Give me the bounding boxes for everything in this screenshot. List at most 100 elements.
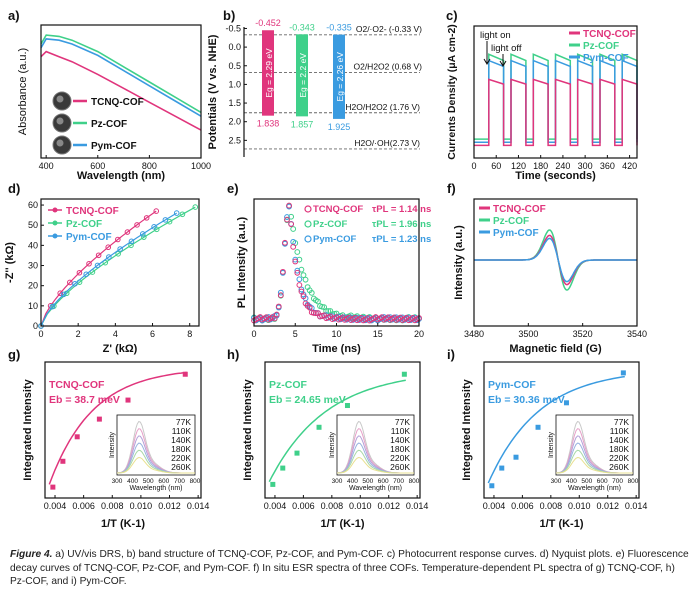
- panel-e-xlabel: Time (ns): [312, 343, 361, 355]
- nyquist-point: [105, 244, 112, 251]
- nyquist-point: [76, 269, 83, 276]
- panel-g-label: g): [8, 347, 20, 362]
- data-point-g-1: [60, 458, 66, 464]
- reference-label-2: H2O/H2O2 (1.76 V): [345, 102, 420, 112]
- panel-g-ylabel: Integrated Intensity: [22, 378, 34, 480]
- inset-temp-i-2: 140K: [609, 435, 629, 445]
- sample-photo-highlight-1: [56, 117, 64, 125]
- decay-point-pz-cof: [315, 298, 321, 305]
- sample-photo-highlight-2: [56, 139, 64, 147]
- inset-temp-g-4: 220K: [171, 453, 191, 463]
- fit-curve-h: [268, 379, 406, 483]
- decay-point-pz-cof: [302, 276, 309, 283]
- panel-a-xtick-600: 600: [90, 161, 105, 171]
- inset-xtick-h-800: 800: [409, 478, 420, 485]
- panel-f-frame: [473, 198, 638, 327]
- caption-label: Figure 4.: [10, 549, 53, 560]
- panel-f-legend-2: Pym-COF: [493, 228, 539, 239]
- nyquist-point: [153, 208, 160, 214]
- panel-h-xtick-0.014: 0.014: [406, 501, 429, 511]
- inset-temp-g-3: 180K: [171, 444, 191, 454]
- panel-g-xtick-0.004: 0.004: [44, 501, 67, 511]
- inset-xtick-g-800: 800: [190, 478, 201, 485]
- inset-xtick-g-300: 300: [112, 478, 123, 485]
- nyquist-point: [49, 303, 56, 310]
- data-point-h-5: [401, 371, 407, 377]
- inset-temp-h-4: 220K: [390, 453, 410, 463]
- data-point-i-3: [535, 424, 541, 430]
- panel-d-label: d): [8, 181, 20, 196]
- arrow-light-off-icon: [499, 54, 507, 67]
- panel-e-xtick-5: 5: [293, 329, 298, 339]
- decay-point-tcnq-cof: [306, 304, 313, 311]
- nyquist-line-tcnq-cof: [40, 210, 157, 327]
- inset-ylabel-g: Intensity: [109, 431, 116, 458]
- decay-point-tcnq-cof: [290, 243, 297, 250]
- panel-i-xtick-0.004: 0.004: [483, 501, 506, 511]
- panel-i-xlabel: 1/T (K-1): [540, 518, 584, 530]
- panel-f-xlabel: Magnetic field (G): [509, 343, 602, 355]
- decay-point-pz-cof: [288, 213, 295, 220]
- panel-a-xlabel: Wavelength (nm): [77, 170, 166, 182]
- panel-i-xtick-0.010: 0.010: [568, 501, 591, 511]
- panel-d-xtick-4: 4: [113, 329, 118, 339]
- nyquist-point: [141, 234, 147, 240]
- panel-d-legend-2: Pym-COF: [66, 232, 112, 243]
- band-cb-2: -0.335: [326, 23, 352, 33]
- band-cb-0: -0.452: [255, 18, 281, 28]
- panel-g-xtick-0.014: 0.014: [187, 501, 210, 511]
- panel-d-legend-0: TCNQ-COF: [66, 206, 119, 217]
- panel-a-label: a): [8, 8, 20, 23]
- inset-temp-g-2: 140K: [171, 435, 191, 445]
- data-point-g-5: [182, 371, 188, 377]
- panel-e-legend-0: TCNQ-COF: [313, 204, 363, 215]
- data-point-i-1: [499, 465, 505, 471]
- panel-f-ylabel: Intensity (a.u.): [453, 225, 465, 300]
- decay-point-tcnq-cof: [300, 293, 307, 300]
- inset-temp-h-5: 260K: [390, 462, 410, 472]
- band-bar-pym-cof: [333, 34, 345, 119]
- data-point-g-0: [50, 484, 56, 490]
- decay-point-pz-cof: [294, 249, 301, 255]
- inset-spectrum-i-260K: [555, 456, 633, 474]
- panel-b-ytick-2.0: 2.0: [228, 117, 241, 127]
- panel-e-xtick-15: 15: [373, 329, 383, 339]
- decay-point-pz-cof: [308, 289, 315, 296]
- panel-c-legend-1: Pz-COF: [583, 41, 619, 52]
- data-point-g-4: [125, 397, 131, 403]
- panel-i-xtick-0.014: 0.014: [625, 501, 648, 511]
- panel-d-ytick-30: 30: [28, 261, 38, 271]
- band-eg-2: Eg = 2.26 eV: [335, 52, 345, 102]
- inset-xlabel-h: Wavelength (nm): [349, 485, 402, 492]
- panel-e-tau-0: τPL = 1.14 ns: [372, 204, 431, 215]
- panel-d-legend-1: Pz-COF: [66, 219, 102, 230]
- esr-curve-pym-cof: [474, 237, 637, 283]
- panel-h-ylabel: Integrated Intensity: [242, 378, 254, 480]
- data-point-h-0: [270, 481, 276, 487]
- band-cb-1: -0.343: [289, 22, 315, 32]
- decay-point-tcnq-cof: [310, 310, 317, 316]
- panel-g-xtick-0.010: 0.010: [130, 501, 153, 511]
- panel-i-sample: Pym-COF: [488, 379, 536, 391]
- inset-temp-i-5: 260K: [609, 462, 629, 472]
- panel-d-ytick-50: 50: [28, 220, 38, 230]
- panel-e-legend-marker-1: [304, 220, 312, 228]
- panel-e-label: e): [227, 181, 239, 196]
- photocurrent-tcnq-cof: [474, 78, 638, 147]
- panel-e-tau-2: τPL = 1.23 ns: [372, 234, 431, 245]
- fit-curve-g: [48, 371, 187, 485]
- band-vb-2: 1.925: [328, 122, 351, 132]
- caption-text: a) UV/vis DRS, b) band structure of TCNQ…: [10, 549, 689, 587]
- nyquist-point: [83, 271, 90, 278]
- panel-d-ytick-60: 60: [28, 200, 38, 210]
- decay-point-pym-cof: [294, 267, 301, 274]
- inset-ylabel-h: Intensity: [329, 431, 336, 458]
- inset-xtick-i-500: 500: [581, 478, 592, 485]
- panel-c-xtick-0: 0: [471, 161, 476, 171]
- panel-h-sample: Pz-COF: [269, 379, 308, 391]
- inset-xtick-i-300: 300: [551, 478, 562, 485]
- nyquist-point: [134, 222, 140, 228]
- inset-xtick-g-700: 700: [174, 478, 185, 485]
- data-point-i-5: [620, 370, 626, 376]
